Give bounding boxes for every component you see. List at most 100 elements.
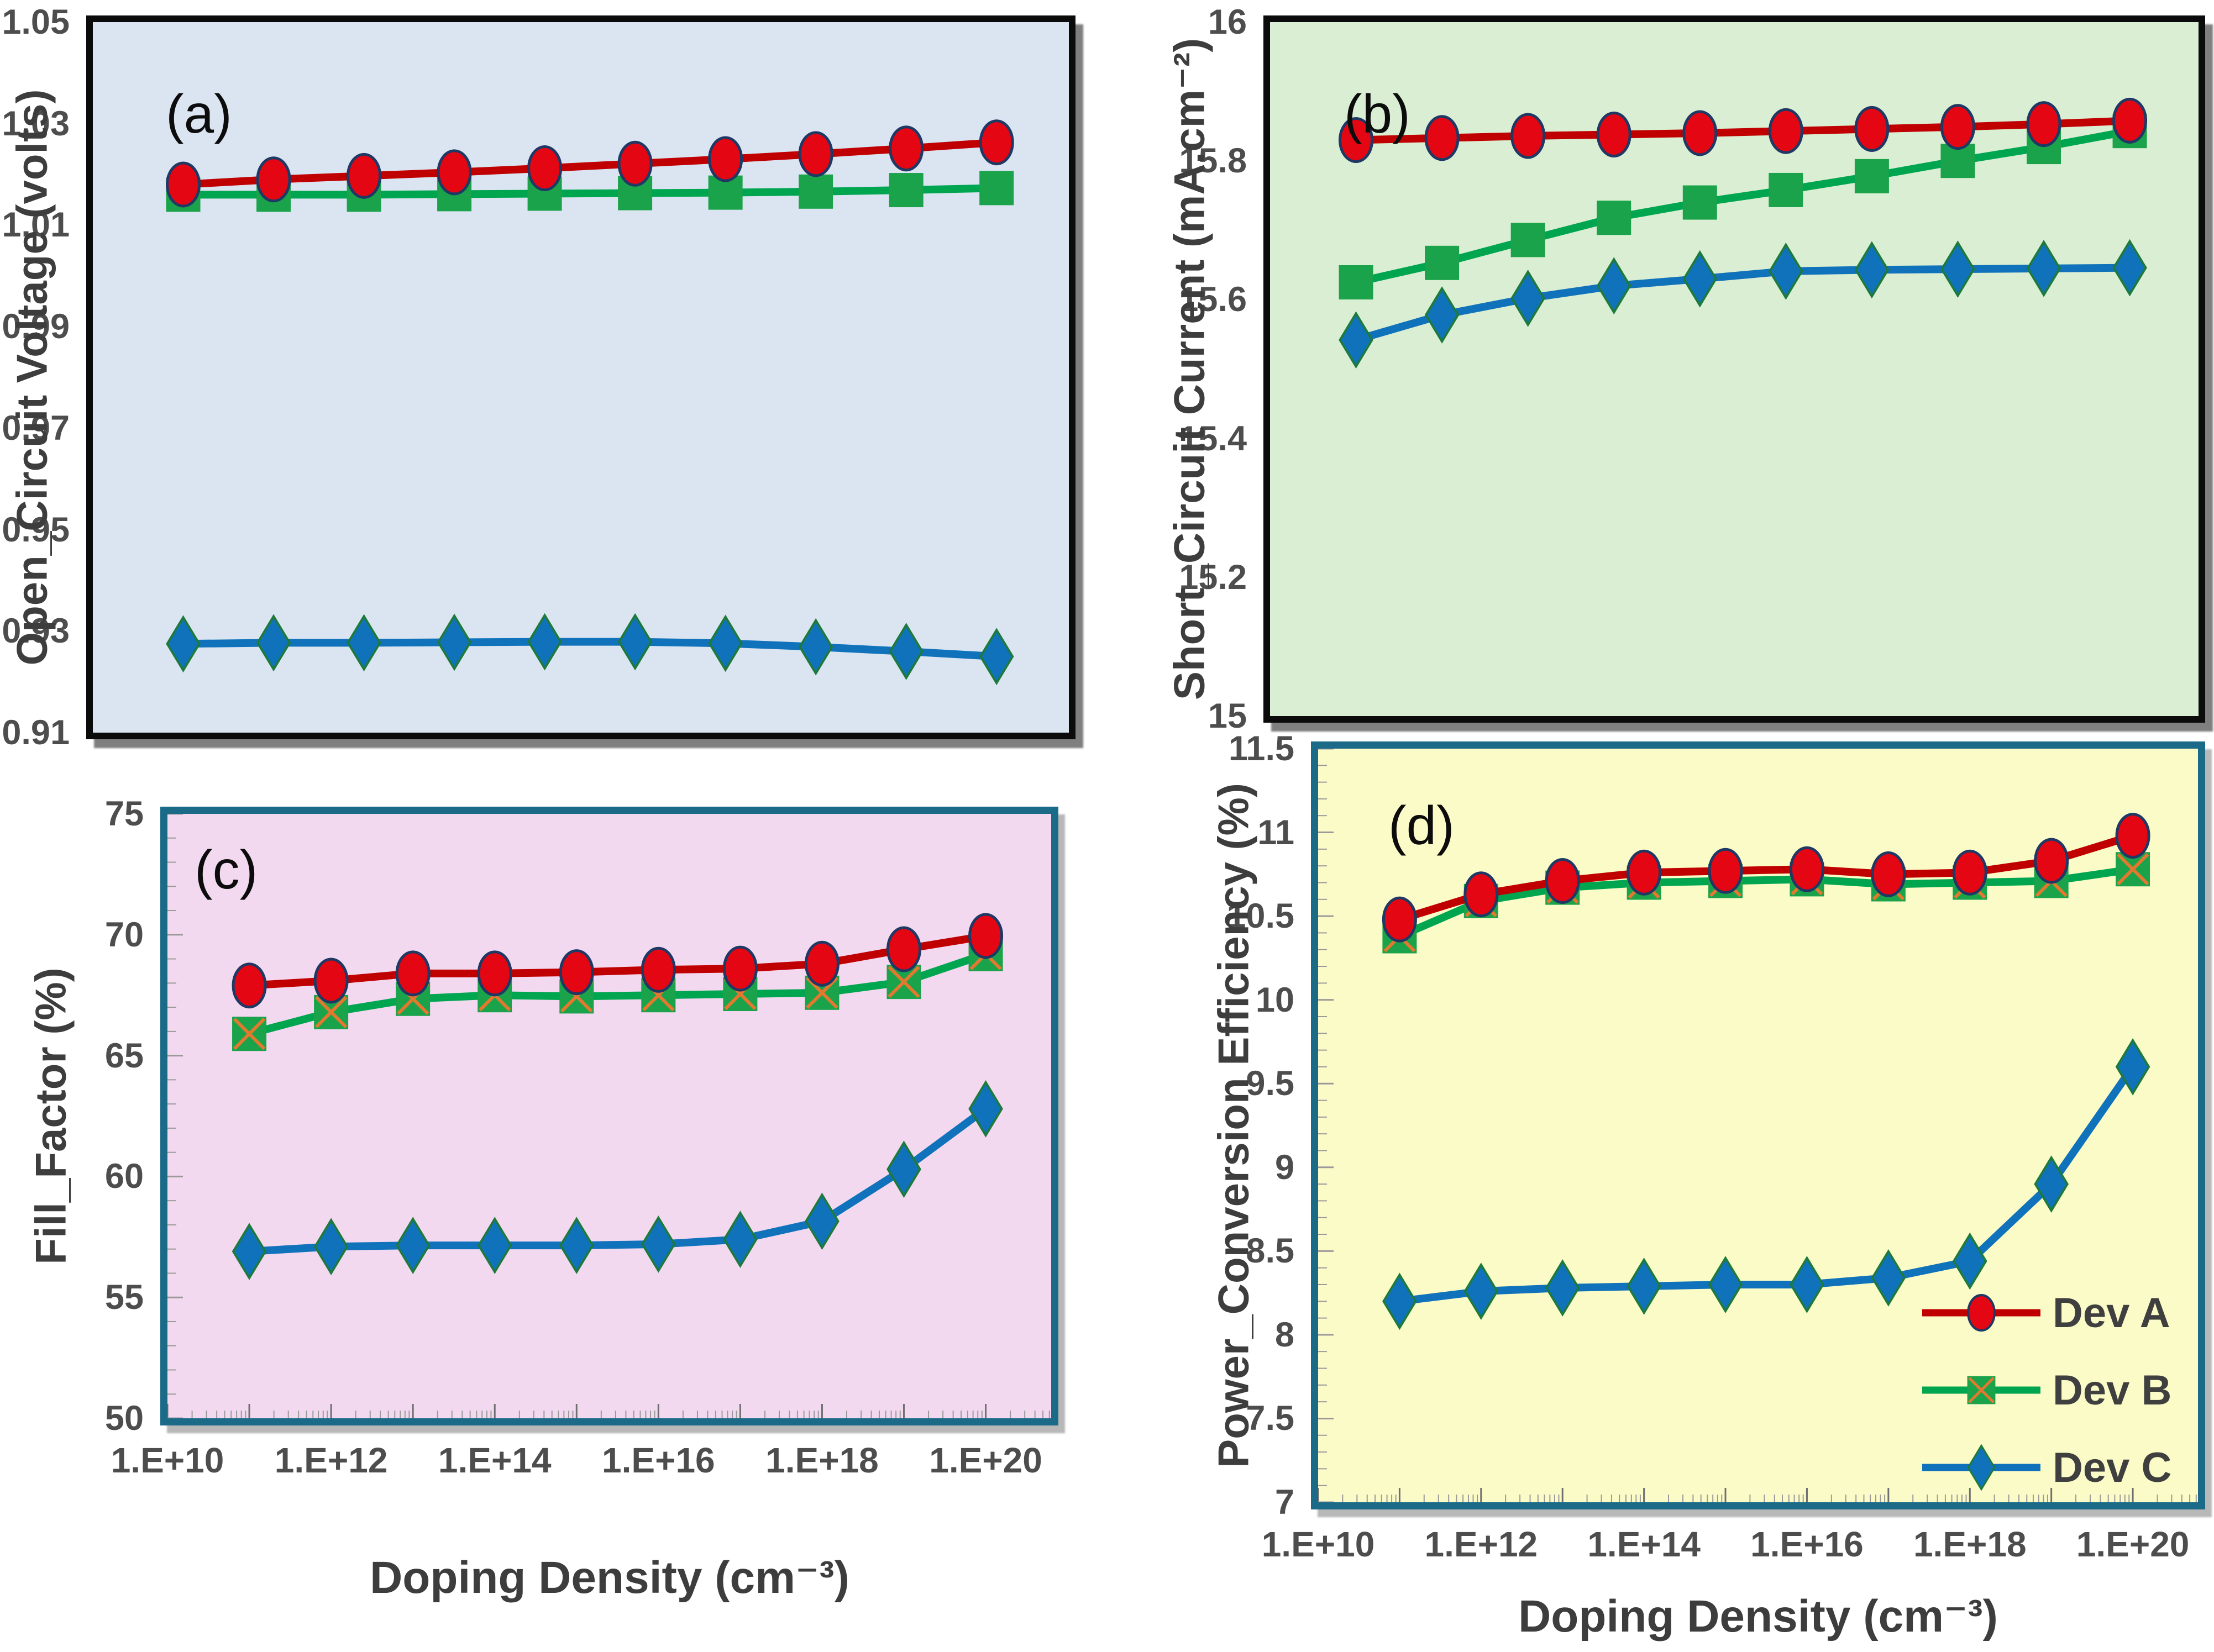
y-tick-label: 1.03 [2, 104, 70, 143]
dev-b-square-marker [1682, 185, 1717, 220]
panel-b-plot [1270, 22, 2199, 716]
x-tick-label: 1.E+14 [1587, 1524, 1701, 1564]
y-tick-label: 9 [1274, 1148, 1294, 1187]
dev-a-circle-marker [437, 149, 472, 196]
dev-c-diamond-marker [2115, 1038, 2150, 1096]
dev-b-square-marker [1339, 265, 1373, 299]
series-line-dev-a [1395, 832, 2137, 924]
series-line-dev-b [1352, 127, 2134, 286]
x-tick-label: 1.E+12 [1424, 1524, 1538, 1564]
y-tick-label: 0.97 [2, 408, 70, 448]
y-axis-title-voc: Open_Circuit Voltage (volts) [7, 89, 56, 666]
panel-d-plot [1318, 749, 2198, 1502]
dev-a-circle-marker [477, 950, 512, 997]
dev-c-diamond-marker [798, 618, 833, 676]
dev-c-diamond-marker [2034, 1155, 2069, 1213]
dev-a-circle-marker [232, 962, 267, 1009]
dev-c-diamond-marker [256, 614, 291, 672]
dev-a-circle-marker [2026, 101, 2061, 148]
dev-b-square-marker [1510, 223, 1545, 257]
x-tick-label: 1.E+16 [1750, 1524, 1864, 1564]
legend-marker-dev-c-diamond-icon [1922, 1444, 2040, 1491]
dev-c-diamond-marker [2112, 239, 2147, 297]
dev-b-marker-x-stroke [1968, 1377, 1995, 1403]
dev-b-square-marker [799, 174, 833, 209]
x-tick-label: 1.E+18 [1913, 1524, 2027, 1564]
y-tick-label: 15.6 [1179, 280, 1247, 319]
dev-c-diamond-marker [617, 613, 653, 671]
dev-b-square-marker [1854, 159, 1889, 193]
y-tick-label: 70 [104, 915, 144, 954]
dev-a-circle-marker [1967, 1293, 1996, 1332]
panel-c-plot [167, 814, 1051, 1418]
y-tick-label: 15.2 [1179, 557, 1247, 597]
dev-a-circle-marker [798, 131, 833, 177]
y-tick-label: 1.05 [2, 3, 70, 41]
dev-a-circle-marker [1463, 871, 1499, 918]
dev-a-circle-marker [1627, 849, 1662, 896]
dev-b-marker-x-stroke [233, 1018, 266, 1050]
y-axis-title-jsc: Short_Circuit Current (mA.cm⁻²) [1164, 38, 1214, 701]
y-tick-label: 10 [1255, 980, 1294, 1019]
dev-c-diamond-marker [979, 628, 1014, 686]
dev-c-diamond-marker [559, 1217, 594, 1274]
dev-c-diamond-marker [1952, 1232, 1987, 1290]
legend-item-dev-b: Dev B [1918, 1359, 2171, 1421]
dev-a-circle-marker [1545, 857, 1580, 904]
series-line-dev-b [1395, 865, 2137, 940]
dev-a-circle-marker [559, 949, 594, 996]
y-axis-title-fill-factor: Fill_Factor (%) [26, 967, 75, 1265]
y-tick-label: 8.5 [1246, 1232, 1294, 1271]
dev-c-diamond-marker [395, 1217, 431, 1274]
x-axis-title-doping-density-c: Doping Density (cm⁻³) [370, 1553, 849, 1603]
dev-c-diamond-marker [166, 615, 201, 673]
series-line-dev-a [245, 932, 990, 990]
y-tick-label: 0.93 [2, 612, 70, 651]
y-tick-label: 9.5 [1246, 1064, 1294, 1103]
series-line-dev-b [179, 184, 1001, 199]
dev-c-diamond-marker [1545, 1259, 1580, 1317]
dev-a-circle-marker [889, 125, 924, 172]
y-tick-label: 16 [1208, 3, 1247, 41]
dev-b-square-marker [979, 171, 1014, 206]
y-tick-label: 50 [104, 1399, 144, 1438]
dev-a-circle-marker [1940, 104, 1975, 150]
x-tick-label: 1.E+10 [111, 1440, 224, 1480]
y-tick-label: 8 [1274, 1315, 1294, 1354]
dev-a-circle-marker [804, 940, 840, 987]
panel-d-label: (d) [1388, 795, 1455, 856]
panel-a-plot [93, 22, 1069, 733]
dev-a-circle-marker [1424, 115, 1460, 161]
y-tick-label: 10.5 [1226, 897, 1294, 936]
dev-c-diamond-marker [1854, 241, 1890, 299]
dev-b-square-marker [1597, 201, 1631, 235]
y-tick-label: 11.5 [1228, 729, 1294, 768]
y-tick-label: 0.91 [2, 713, 70, 752]
dev-c-diamond-marker [2026, 240, 2061, 297]
legend-label-dev-c: Dev C [2053, 1444, 2172, 1491]
dev-a-circle-marker [722, 945, 758, 992]
dev-a-circle-marker [2112, 97, 2148, 144]
dev-c-diamond-marker [437, 613, 472, 671]
y-tick-label: 11 [1257, 813, 1294, 852]
dev-a-circle-marker [1682, 110, 1718, 156]
panel-b-jsc-chart [1263, 15, 2205, 723]
dev-c-diamond-marker [1339, 311, 1373, 369]
dev-a-circle-marker [1768, 108, 1803, 154]
dev-a-circle-marker [1510, 113, 1546, 159]
panel-d-pce-chart [1311, 741, 2205, 1509]
dev-b-square-marker [1769, 172, 1803, 207]
series-line-dev-c [1352, 264, 2134, 344]
y-tick-label: 0.99 [2, 307, 70, 346]
dev-a-circle-marker [2115, 813, 2150, 859]
series-line-dev-c [245, 1104, 990, 1256]
dev-a-circle-marker [166, 161, 201, 208]
dev-a-circle-marker [1339, 117, 1374, 164]
y-tick-label: 7.5 [1246, 1399, 1294, 1438]
dev-c-diamond-marker [313, 1218, 349, 1276]
x-tick-label: 1.E+18 [765, 1440, 879, 1480]
dev-b-marker-x-stroke [888, 966, 920, 998]
dev-c-diamond-marker [1596, 257, 1631, 315]
y-tick-label: 15.8 [1179, 141, 1247, 181]
panel-b-label: (b) [1344, 83, 1410, 144]
